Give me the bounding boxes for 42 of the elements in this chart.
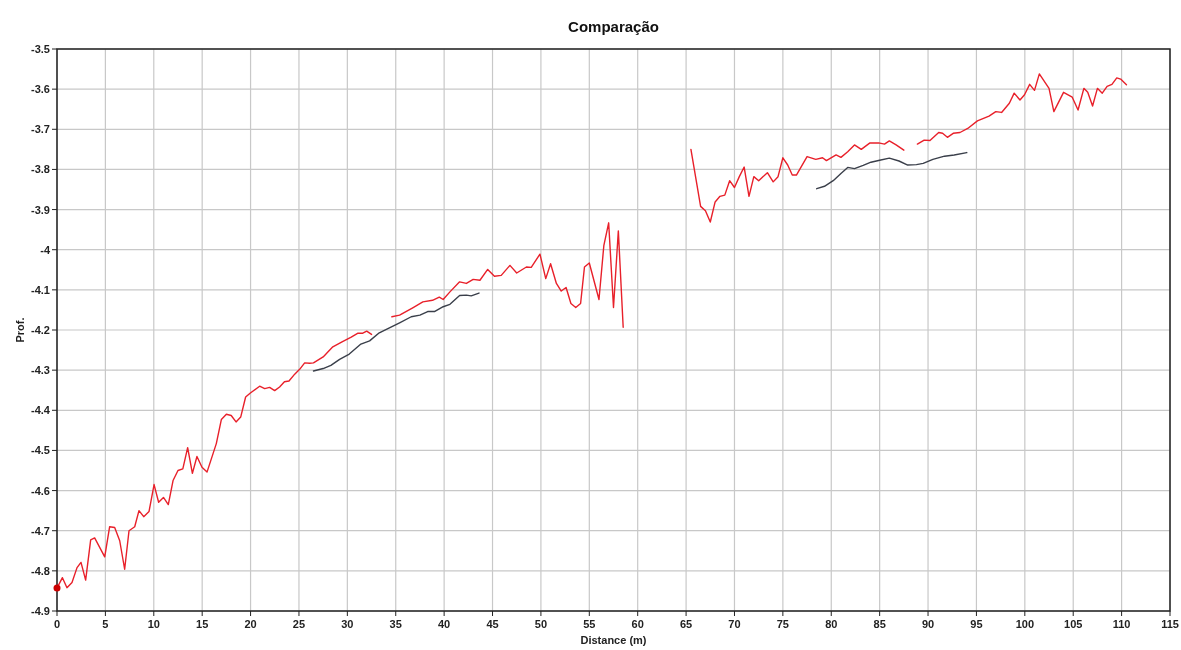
x-tick-label: 45 bbox=[486, 618, 499, 630]
x-tick-label: 25 bbox=[292, 618, 306, 630]
y-tick-label: -3.9 bbox=[31, 203, 50, 216]
y-tick-label: -4.5 bbox=[31, 444, 50, 457]
y-tick-label: -4.7 bbox=[31, 524, 50, 537]
y-axis-title: Prof. bbox=[14, 317, 26, 343]
x-tick-label: 75 bbox=[776, 618, 789, 630]
x-tick-label: 60 bbox=[631, 618, 644, 630]
x-tick-label: 55 bbox=[583, 618, 596, 630]
x-tick-label: 5 bbox=[102, 618, 109, 630]
x-tick-label: 70 bbox=[728, 618, 741, 630]
x-tick-label: 30 bbox=[341, 618, 354, 630]
x-tick-label: 110 bbox=[1112, 618, 1131, 630]
x-tick-label: 20 bbox=[244, 618, 257, 630]
x-tick-label: 95 bbox=[970, 618, 983, 630]
y-tick-label: -3.6 bbox=[31, 83, 50, 96]
x-tick-label: 35 bbox=[389, 618, 402, 630]
x-tick-label: 85 bbox=[873, 618, 886, 630]
x-tick-label: 100 bbox=[1015, 618, 1035, 630]
x-tick-label: 115 bbox=[1161, 618, 1179, 630]
x-tick-label: 90 bbox=[921, 618, 935, 630]
y-tick-label: -4 bbox=[40, 243, 51, 256]
y-tick-label: -4.8 bbox=[31, 564, 50, 577]
y-tick-label: -4.2 bbox=[31, 324, 50, 336]
x-tick-label: 80 bbox=[825, 618, 838, 630]
y-tick-label: -4.6 bbox=[31, 484, 50, 497]
y-tick-label: -3.7 bbox=[31, 123, 50, 136]
x-axis-title: Distance (m) bbox=[580, 634, 647, 646]
x-tick-label: 0 bbox=[53, 618, 61, 630]
y-tick-label: -3.5 bbox=[31, 43, 50, 55]
y-tick-label: -4.4 bbox=[31, 404, 51, 417]
x-tick-label: 15 bbox=[196, 618, 209, 630]
x-tick-label: 10 bbox=[147, 618, 160, 630]
x-tick-label: 65 bbox=[679, 618, 693, 630]
y-tick-label: -3.8 bbox=[31, 163, 50, 176]
chart-title: Comparação bbox=[568, 18, 659, 35]
x-tick-label: 40 bbox=[438, 618, 451, 630]
y-tick-label: -4.3 bbox=[31, 364, 50, 377]
y-tick-label: -4.1 bbox=[31, 283, 50, 296]
y-tick-label: -4.9 bbox=[31, 605, 50, 617]
x-tick-label: 105 bbox=[1064, 618, 1083, 630]
x-tick-label: 50 bbox=[534, 618, 548, 630]
